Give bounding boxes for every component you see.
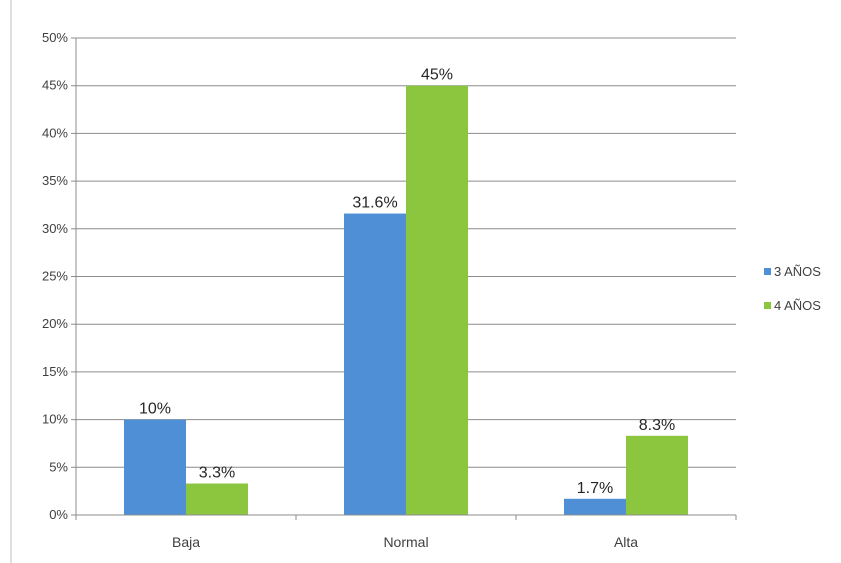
x-category-label: Alta xyxy=(614,534,638,550)
y-tick-label: 25% xyxy=(42,269,68,284)
y-tick-label: 10% xyxy=(42,412,68,427)
y-tick-label: 5% xyxy=(49,459,68,474)
bar-alta-1 xyxy=(564,498,626,515)
data-label: 3.3% xyxy=(199,465,235,482)
legend: 3 AÑOS 4 AÑOS xyxy=(764,264,821,313)
y-tick-label: 40% xyxy=(42,125,68,140)
y-axis-ticks: 0% 5% 10% 15% 20% 25% 30% 35% 40% 45% 50% xyxy=(42,30,68,522)
bar-baja-2 xyxy=(186,483,248,515)
legend-swatch-1 xyxy=(764,268,771,275)
y-tick-label: 20% xyxy=(42,316,68,331)
bar-normal-1 xyxy=(344,213,406,515)
y-tick-label: 45% xyxy=(42,78,68,93)
y-tick-label: 0% xyxy=(49,507,68,522)
legend-swatch-2 xyxy=(764,302,771,309)
y-tick-label: 35% xyxy=(42,173,68,188)
x-category-label: Normal xyxy=(383,534,428,550)
data-label: 8.3% xyxy=(639,417,675,434)
legend-label-2: 4 AÑOS xyxy=(774,298,821,313)
data-label: 45% xyxy=(421,67,453,84)
bar-normal-2 xyxy=(406,85,468,515)
data-label: 31.6% xyxy=(352,195,397,212)
x-axis-categories: Baja Normal Alta xyxy=(172,534,638,550)
axes xyxy=(71,37,737,520)
bars xyxy=(124,85,688,515)
legend-label-1: 3 AÑOS xyxy=(774,264,821,279)
x-category-label: Baja xyxy=(172,534,200,550)
data-label: 1.7% xyxy=(577,480,613,497)
bar-alta-2 xyxy=(626,435,688,515)
y-tick-label: 30% xyxy=(42,221,68,236)
data-labels: 10% 3.3% 31.6% 45% 1.7% 8.3% xyxy=(139,67,675,497)
y-tick-label: 15% xyxy=(42,364,68,379)
bar-baja-1 xyxy=(124,419,186,515)
y-tick-label: 50% xyxy=(42,30,68,45)
data-label: 10% xyxy=(139,401,171,418)
